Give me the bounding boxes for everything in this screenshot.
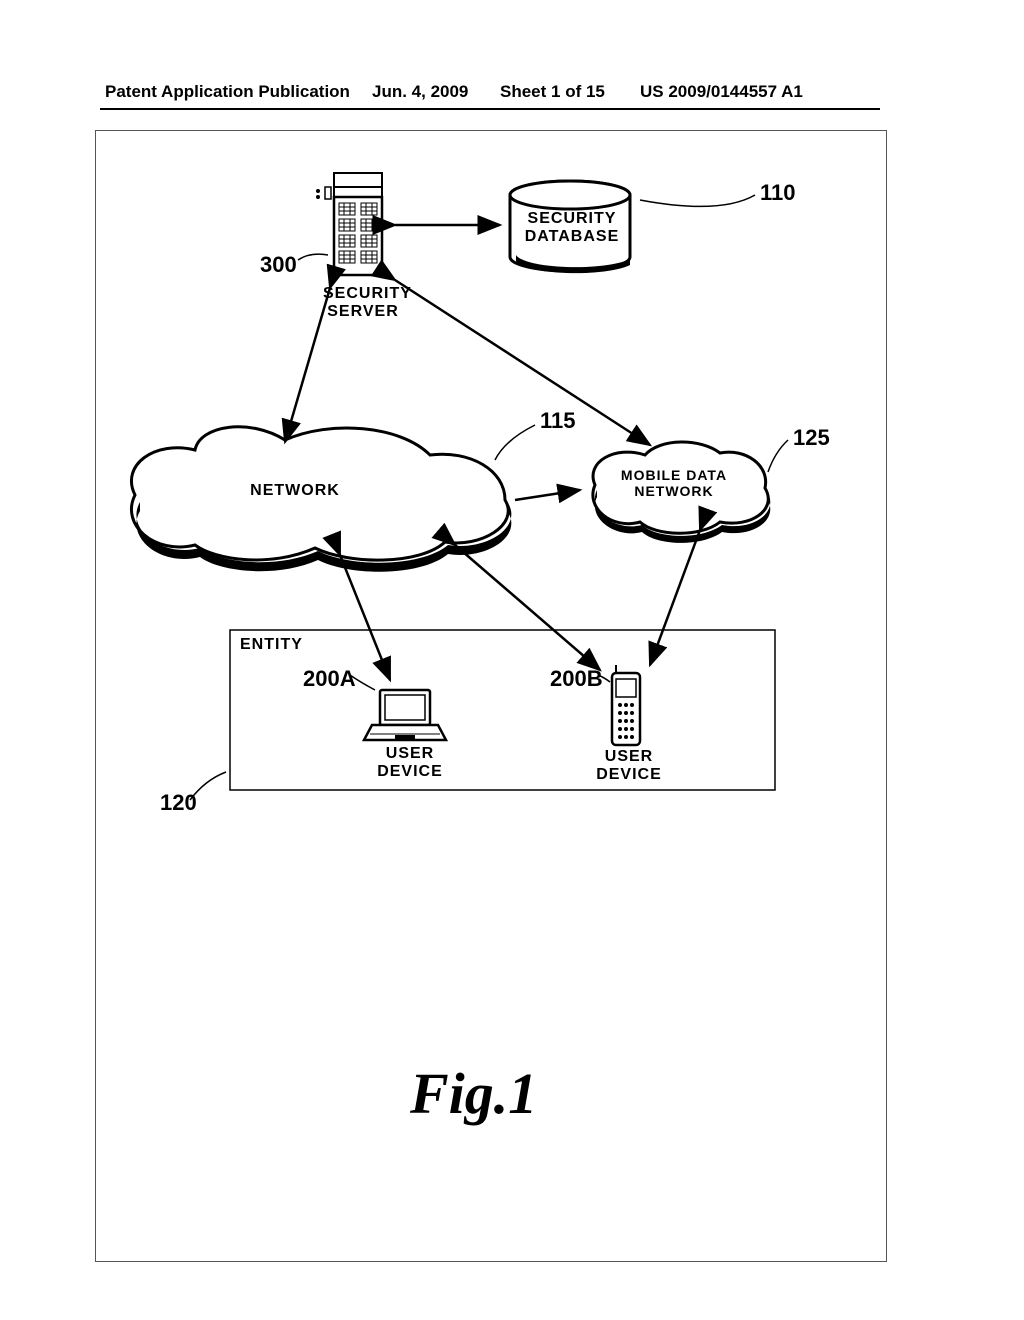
- ref-database: 110: [760, 180, 796, 206]
- db-label-1: SECURITY: [517, 210, 627, 228]
- db-label-2: DATABASE: [517, 228, 627, 246]
- phone-icon: [612, 665, 640, 745]
- mobile-label-1: MOBILE DATA: [614, 467, 734, 483]
- laptop-icon: [364, 690, 446, 740]
- server-icon: [316, 173, 382, 275]
- entity-label: ENTITY: [240, 636, 303, 654]
- figure-label: Fig.1: [410, 1060, 537, 1127]
- device-b-label: USER DEVICE: [574, 748, 684, 784]
- ref-device-b: 200B: [550, 666, 603, 692]
- ref-server: 300: [260, 252, 297, 278]
- ref-network: 115: [540, 408, 576, 434]
- ref-entity: 120: [160, 790, 197, 816]
- server-label-1: SECURITY: [323, 285, 403, 303]
- mobile-label-2: NETWORK: [614, 483, 734, 499]
- network-label: NETWORK: [245, 482, 345, 500]
- ref-mobile: 125: [793, 425, 830, 451]
- device-a-label: USER DEVICE: [355, 745, 465, 781]
- ref-device-a: 200A: [303, 666, 356, 692]
- server-label-2: SERVER: [323, 303, 403, 321]
- entity-box: [230, 630, 775, 790]
